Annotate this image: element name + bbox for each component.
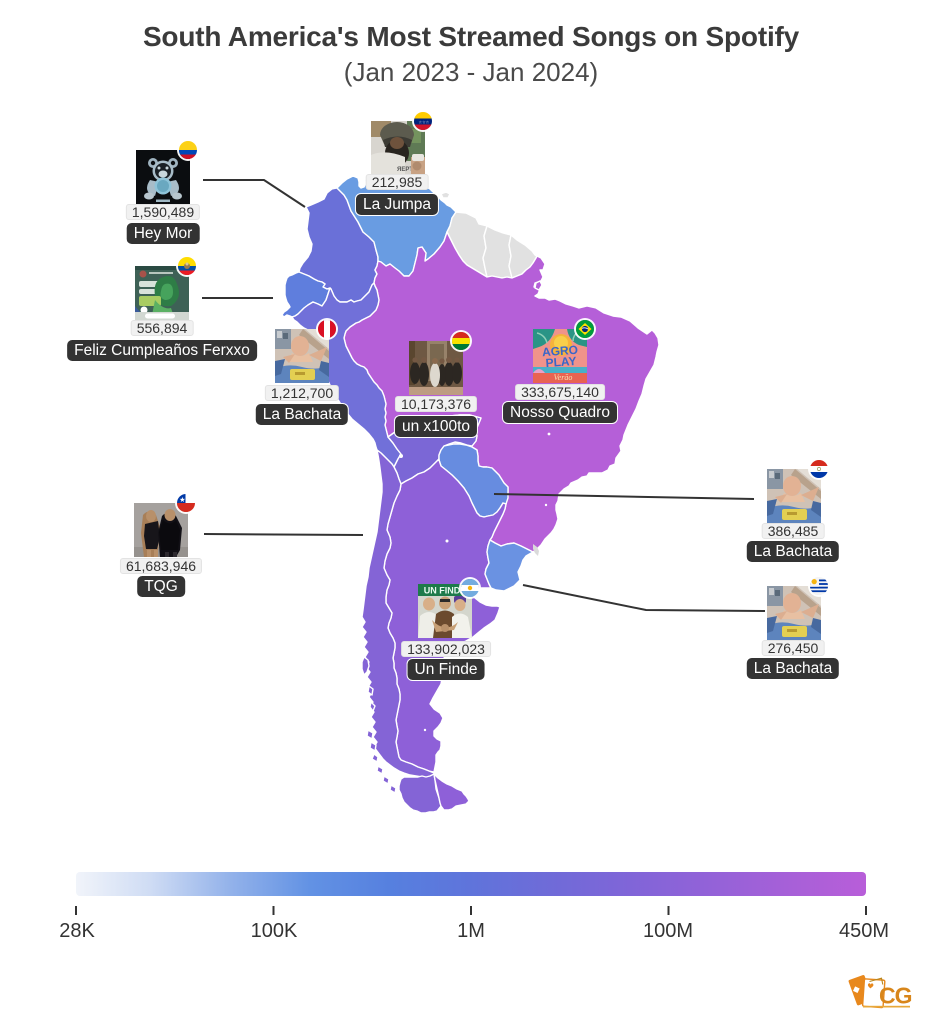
svg-text:ЯEPТ: ЯEPТ xyxy=(397,167,413,173)
svg-text:CG: CG xyxy=(879,983,912,1009)
svg-text:★: ★ xyxy=(179,496,185,504)
svg-text:Verão: Verão xyxy=(554,373,573,382)
svg-text:PLAY: PLAY xyxy=(545,354,577,370)
svg-text:☆☆☆: ☆☆☆ xyxy=(419,120,430,125)
svg-text:UN FINDE: UN FINDE xyxy=(424,586,467,596)
svg-text:AGRO: AGRO xyxy=(542,343,579,359)
